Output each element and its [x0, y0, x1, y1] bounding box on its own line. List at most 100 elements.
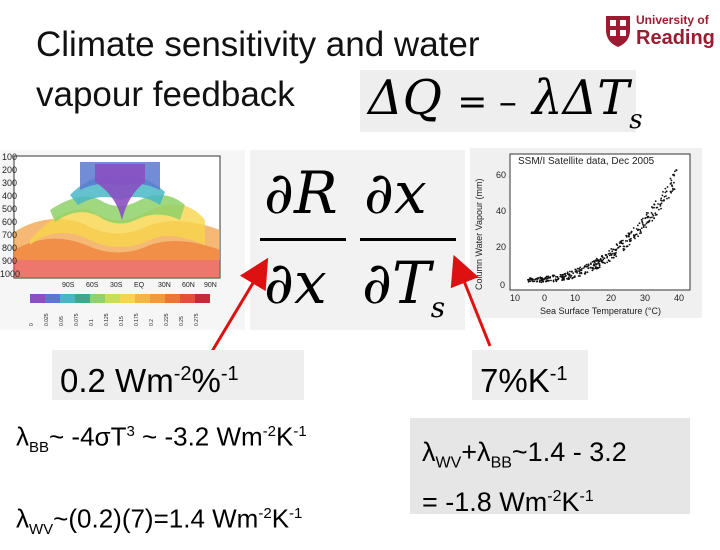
scatter-point — [531, 279, 534, 282]
lambda-wv-line: λWV~(0.2)(7)=1.4 Wm-2K-1 — [16, 494, 408, 550]
bb-k: K — [276, 421, 294, 452]
scatter-point — [672, 173, 674, 176]
scatter-point — [593, 264, 596, 267]
scatter-point — [673, 181, 675, 184]
scatter-point — [596, 267, 598, 270]
scatter-point — [655, 206, 658, 209]
scatter-point — [586, 271, 589, 274]
scatter-point — [593, 263, 595, 266]
scatter-point — [628, 238, 631, 241]
equation-box — [360, 70, 636, 132]
scatter-point — [629, 240, 631, 243]
scatter-xlabel: Sea Surface Temperature (°C) — [540, 306, 661, 316]
scatter-point — [569, 276, 572, 278]
scatter-point — [586, 265, 589, 268]
bb-exp-a: -2 — [262, 423, 277, 440]
right-value: 7%K — [480, 362, 550, 399]
kernel-y-tick: 700 — [2, 230, 17, 240]
kernel-colorbar — [30, 294, 210, 303]
scatter-point — [594, 266, 597, 268]
scatter-point — [670, 191, 672, 194]
fraction-bar-2 — [360, 238, 456, 241]
sum-line1: λWV+λBB~1.4 - 3.2 — [422, 432, 690, 483]
sum-sub1: WV — [435, 454, 462, 472]
scatter-point — [566, 277, 568, 280]
scatter-point — [598, 264, 601, 267]
logo-line2: Reading — [636, 27, 715, 49]
sum-plus: +λ — [461, 437, 491, 467]
kernel-x-tick: 30S — [110, 282, 123, 289]
scatter-point — [573, 276, 576, 278]
scatter-point — [620, 241, 622, 244]
sum-lambda1: λ — [422, 437, 436, 467]
scatter-point — [557, 277, 560, 280]
scatter-point — [566, 271, 569, 274]
scatter-point — [654, 214, 657, 216]
scatter-point — [608, 254, 611, 257]
scatter-point — [645, 213, 648, 216]
partial-dx-bottom: ∂x — [264, 254, 327, 312]
scatter-point — [550, 279, 552, 282]
partial-dTs: ∂Ts — [362, 254, 445, 337]
scatter-point — [570, 274, 573, 277]
colorbar-tick: 0.05 — [59, 316, 65, 326]
fraction-bar-1 — [260, 238, 346, 241]
scatter-point — [610, 256, 613, 259]
scatter-point — [611, 250, 614, 253]
scatter-point — [657, 203, 659, 205]
scatter-point — [628, 235, 630, 238]
scatter-point — [664, 187, 667, 190]
partial-dx-top: ∂x — [364, 164, 427, 222]
scatter-y-tick: 60 — [496, 170, 506, 180]
scatter-point — [617, 247, 619, 249]
bb-exp3: 3 — [126, 423, 135, 440]
wv-exp-b: -1 — [289, 504, 303, 522]
scatter-point — [527, 281, 530, 283]
scatter-point — [542, 280, 545, 283]
scatter-point — [587, 267, 590, 269]
scatter-point — [653, 206, 655, 209]
scatter-point — [674, 170, 676, 173]
scatter-point — [647, 212, 649, 214]
scatter-point — [666, 197, 668, 200]
scatter-point — [662, 191, 664, 193]
bb-exp-b: -1 — [293, 423, 307, 440]
partial-den2: ∂T — [362, 249, 431, 317]
scatter-point — [630, 230, 633, 233]
scatter-point — [637, 235, 639, 238]
scatter-point — [591, 267, 594, 270]
scatter-point — [604, 254, 607, 256]
scatter-point — [598, 263, 601, 265]
scatter-point — [574, 270, 577, 273]
sum-tail: ~1.4 - 3.2 — [511, 437, 627, 467]
scatter-point — [609, 252, 611, 255]
colorbar-tick: 0.2 — [149, 319, 155, 326]
scatter-point — [585, 263, 588, 266]
scatter-point — [608, 260, 611, 263]
scatter-point — [600, 259, 603, 262]
sum-l2: = -1.8 Wm — [422, 487, 548, 518]
scatter-point — [642, 225, 645, 227]
scatter-point — [645, 212, 648, 214]
scatter-point — [590, 262, 592, 265]
scatter-point — [612, 248, 614, 251]
scatter-point — [572, 272, 575, 275]
kernel-x-tick: EQ — [134, 282, 145, 289]
scatter-point — [661, 200, 663, 202]
scatter-point — [640, 218, 643, 221]
kernel-x-tick: 90N — [204, 282, 217, 289]
scatter-point — [591, 260, 594, 263]
scatter-point — [531, 277, 533, 280]
scatter-point — [658, 208, 660, 211]
scatter-point — [562, 278, 565, 281]
colorbar-tick: 0.075 — [74, 313, 80, 326]
scatter-point — [639, 230, 642, 233]
kernel-x-tick: 90S — [62, 282, 75, 289]
scatter-point — [576, 267, 579, 270]
kernel-y-tick: 1000 — [0, 269, 20, 279]
scatter-point — [591, 269, 594, 272]
scatter-point — [575, 269, 577, 272]
scatter-x-tick: 20 — [606, 293, 616, 303]
scatter-point — [555, 275, 557, 278]
scatter-point — [646, 216, 649, 219]
